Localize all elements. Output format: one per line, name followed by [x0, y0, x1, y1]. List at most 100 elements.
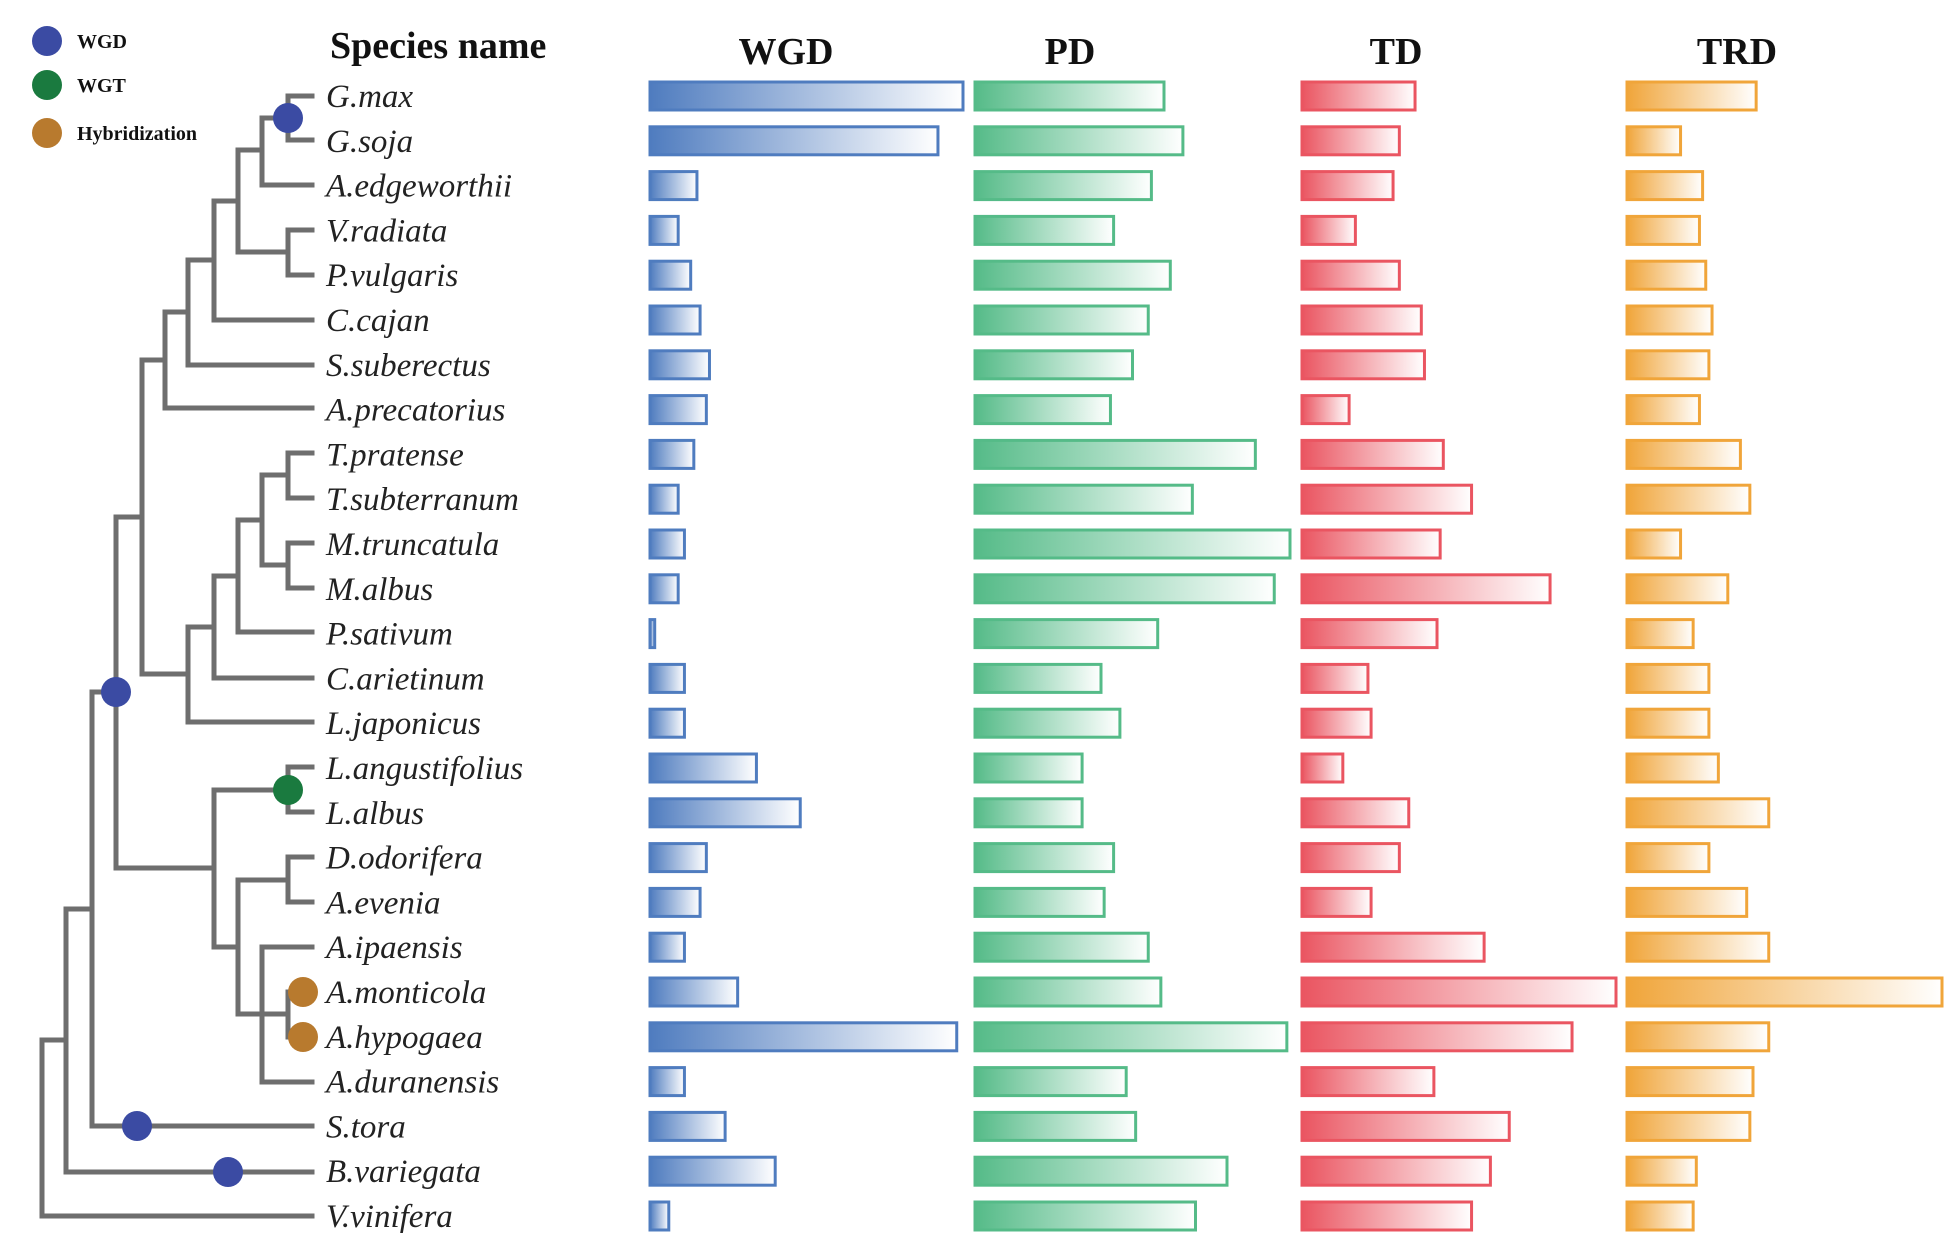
bar-td [1300, 662, 1370, 694]
bar-wgd [648, 662, 686, 694]
bar-wgd [648, 304, 702, 336]
bar-td [1300, 170, 1395, 202]
bar-trd [1625, 752, 1720, 784]
header-trd: TRD [1697, 31, 1777, 73]
bar-td [1300, 797, 1411, 829]
bar-wgd [648, 1155, 777, 1187]
species-label: A.monticola [324, 975, 486, 1011]
wgd-event-bvariegata [213, 1157, 243, 1187]
bar-td [1300, 259, 1401, 291]
bar-pd [973, 1066, 1128, 1098]
bar-trd [1625, 394, 1701, 426]
legend: WGD WGT Hybridization [32, 26, 197, 148]
bar-trd [1625, 80, 1758, 112]
bar-wgd [648, 528, 686, 560]
legend-hybridization-label: Hybridization [77, 123, 197, 145]
bar-trd [1625, 707, 1711, 739]
bar-trd [1625, 259, 1708, 291]
bar-td [1300, 1155, 1492, 1187]
bar-panels [648, 80, 1944, 1232]
bar-pd [973, 797, 1084, 829]
bar-td [1300, 80, 1417, 112]
bar-wgd [648, 170, 699, 202]
species-label: A.evenia [324, 885, 441, 921]
species-labels: G.max G.soja A.edgeworthii V.radiata P.vulga… [324, 79, 523, 1233]
bar-pd [973, 394, 1112, 426]
bar-wgd [648, 1200, 671, 1232]
bar-panel-td [1300, 80, 1618, 1232]
bar-trd [1625, 976, 1944, 1008]
bar-pd [973, 214, 1116, 246]
bar-trd [1625, 438, 1742, 470]
header-wgd: WGD [739, 31, 834, 73]
bar-wgd [648, 573, 680, 605]
bar-pd [973, 842, 1116, 874]
bar-td [1300, 304, 1423, 336]
species-label: D.odorifera [325, 841, 483, 877]
bar-pd [973, 707, 1122, 739]
species-label: P.sativum [325, 617, 453, 653]
bar-trd [1625, 1200, 1695, 1232]
bar-trd [1625, 931, 1771, 963]
bar-trd [1625, 1021, 1771, 1053]
bar-td [1300, 214, 1357, 246]
bar-pd [973, 259, 1172, 291]
bar-trd [1625, 1110, 1752, 1142]
bar-td [1300, 349, 1426, 381]
bar-td [1300, 931, 1486, 963]
bar-pd [973, 752, 1084, 784]
species-label: M.albus [325, 572, 433, 608]
wgt-event-lupinus [273, 775, 303, 805]
species-label: A.ipaensis [324, 930, 463, 966]
species-label: G.max [326, 79, 413, 115]
bar-trd [1625, 886, 1749, 918]
bar-td [1300, 886, 1373, 918]
bar-wgd [648, 1021, 959, 1053]
bar-td [1300, 618, 1439, 650]
species-label: T.subterranum [326, 482, 519, 518]
legend-wgd-label: WGD [77, 31, 127, 53]
species-label: M.truncatula [325, 527, 499, 563]
bar-trd [1625, 125, 1683, 157]
tree-event-markers [101, 103, 318, 1187]
bar-td [1300, 483, 1474, 515]
species-label: L.albus [325, 796, 424, 832]
bar-wgd [648, 707, 686, 739]
bar-pd [973, 1110, 1138, 1142]
bar-wgd [648, 976, 740, 1008]
species-label: A.hypogaea [324, 1020, 483, 1056]
bar-trd [1625, 528, 1683, 560]
legend-wgt-label: WGT [77, 75, 127, 97]
wgd-event-glycine [273, 103, 303, 133]
bar-pd [973, 528, 1292, 560]
legend-hybridization-marker [32, 118, 62, 148]
bar-panel-pd [973, 80, 1292, 1232]
bar-wgd [648, 214, 680, 246]
bar-wgd [648, 797, 802, 829]
bar-td [1300, 976, 1618, 1008]
bar-td [1300, 707, 1373, 739]
header-td: TD [1370, 31, 1423, 73]
bar-td [1300, 1200, 1474, 1232]
bar-td [1300, 752, 1345, 784]
species-header: Species name [330, 25, 546, 67]
bar-pd [973, 438, 1257, 470]
species-label: T.pratense [326, 437, 464, 473]
bar-td [1300, 394, 1351, 426]
species-label: C.arietinum [326, 661, 485, 697]
legend-wgd-marker [32, 26, 62, 56]
species-label: S.tora [326, 1109, 406, 1145]
bar-trd [1625, 662, 1711, 694]
bar-panel-wgd [648, 80, 965, 1232]
bar-wgd [648, 259, 693, 291]
bar-pd [973, 125, 1185, 157]
legend-wgt-marker [32, 70, 62, 100]
bar-wgd [648, 438, 696, 470]
species-label: P.vulgaris [325, 258, 458, 294]
hybridization-event-monticola [288, 977, 318, 1007]
bar-pd [973, 1200, 1197, 1232]
species-label: V.vinifera [326, 1199, 453, 1233]
species-label: G.soja [326, 124, 413, 160]
bar-pd [973, 170, 1153, 202]
